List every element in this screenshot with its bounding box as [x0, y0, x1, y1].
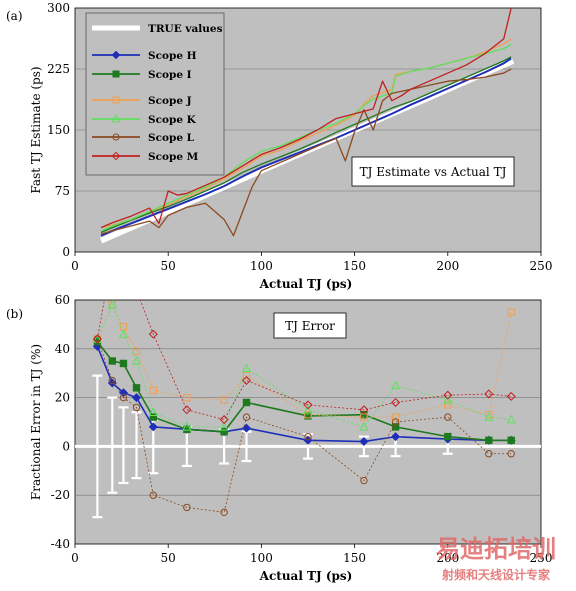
data-point-scope-i — [445, 433, 451, 439]
annotation-text-a: TJ Estimate vs Actual TJ — [360, 165, 507, 179]
legend-label-true-values: TRUE values — [148, 23, 223, 35]
data-point-scope-i — [109, 358, 115, 364]
x-axis-label-b: Actual TJ (ps) — [259, 569, 353, 583]
y-tick-label-a: 225 — [47, 62, 70, 76]
data-point-scope-i — [486, 437, 492, 443]
y-tick-label-a: 300 — [47, 1, 70, 15]
legend-label-scope-j: Scope J — [148, 95, 192, 107]
data-point-scope-m — [133, 286, 141, 294]
y-axis-label-b: Fractional Error in TJ (%) — [29, 344, 43, 500]
x-tick-label-b: 100 — [250, 551, 273, 565]
x-tick-label-b: 50 — [161, 551, 176, 565]
y-tick-labels-b: -40 -20 0 20 40 60 — [51, 293, 70, 551]
annotation-b: TJ Error — [274, 313, 346, 338]
data-point-scope-i — [508, 437, 514, 443]
panel-label-a: (a) — [6, 9, 23, 23]
data-point-scope-i — [150, 414, 156, 420]
watermark-line2: 射频和天线设计专家 — [441, 567, 551, 582]
x-tick-label-a: 100 — [250, 259, 273, 273]
panel-label-b: (b) — [6, 307, 23, 321]
x-tick-label-a: 250 — [530, 259, 553, 273]
y-tick-label-b: 40 — [55, 342, 70, 356]
y-axis-label-a: Fast TJ Estimate (ps) — [29, 66, 43, 193]
annotation-text-b: TJ Error — [285, 319, 335, 333]
y-tick-label-b: 60 — [55, 293, 70, 307]
y-tick-label-a: 150 — [47, 123, 70, 137]
x-tick-label-a: 150 — [343, 259, 366, 273]
legend-marker-scope-i — [113, 71, 119, 77]
data-point-scope-i — [221, 429, 227, 435]
y-tick-label-b: 0 — [62, 439, 70, 453]
y-tick-label-a: 75 — [55, 184, 70, 198]
data-point-scope-i — [243, 399, 249, 405]
x-tick-label-a: 200 — [436, 259, 459, 273]
y-tick-label-a: 0 — [62, 245, 70, 259]
panel-a: 0 75 150 225 300 0 50 100 150 200 250 TRUE values… — [29, 1, 552, 291]
watermark: 易迪拓培训 射频和天线设计专家 — [436, 534, 556, 582]
data-point-scope-i — [133, 385, 139, 391]
data-point-scope-i — [120, 360, 126, 366]
watermark-line1: 易迪拓培训 — [436, 534, 556, 563]
x-axis-label-a: Actual TJ (ps) — [259, 277, 353, 291]
legend-label-scope-m: Scope M — [148, 151, 199, 163]
legend-label-scope-i: Scope I — [148, 69, 192, 81]
legend-a: TRUE values Scope H Scope I Scope J Scope K S… — [86, 13, 224, 175]
data-point-scope-m — [120, 267, 128, 275]
y-tick-label-b: -40 — [51, 537, 70, 551]
y-tick-label-b: 20 — [55, 391, 70, 405]
x-tick-label-a: 50 — [161, 259, 176, 273]
x-tick-label-b: 150 — [343, 551, 366, 565]
legend-label-scope-h: Scope H — [148, 50, 197, 62]
legend-label-scope-l: Scope L — [148, 132, 195, 144]
x-tick-label-a: 0 — [71, 259, 79, 273]
legend-label-scope-k: Scope K — [148, 114, 197, 126]
annotation-a: TJ Estimate vs Actual TJ — [352, 157, 514, 186]
data-point-scope-m — [108, 252, 116, 260]
x-tick-labels-a: 0 50 100 150 200 250 — [71, 252, 552, 273]
x-tick-label-b: 0 — [71, 551, 79, 565]
y-tick-label-b: -20 — [51, 488, 70, 502]
y-tick-labels-a: 0 75 150 225 300 — [47, 1, 70, 259]
